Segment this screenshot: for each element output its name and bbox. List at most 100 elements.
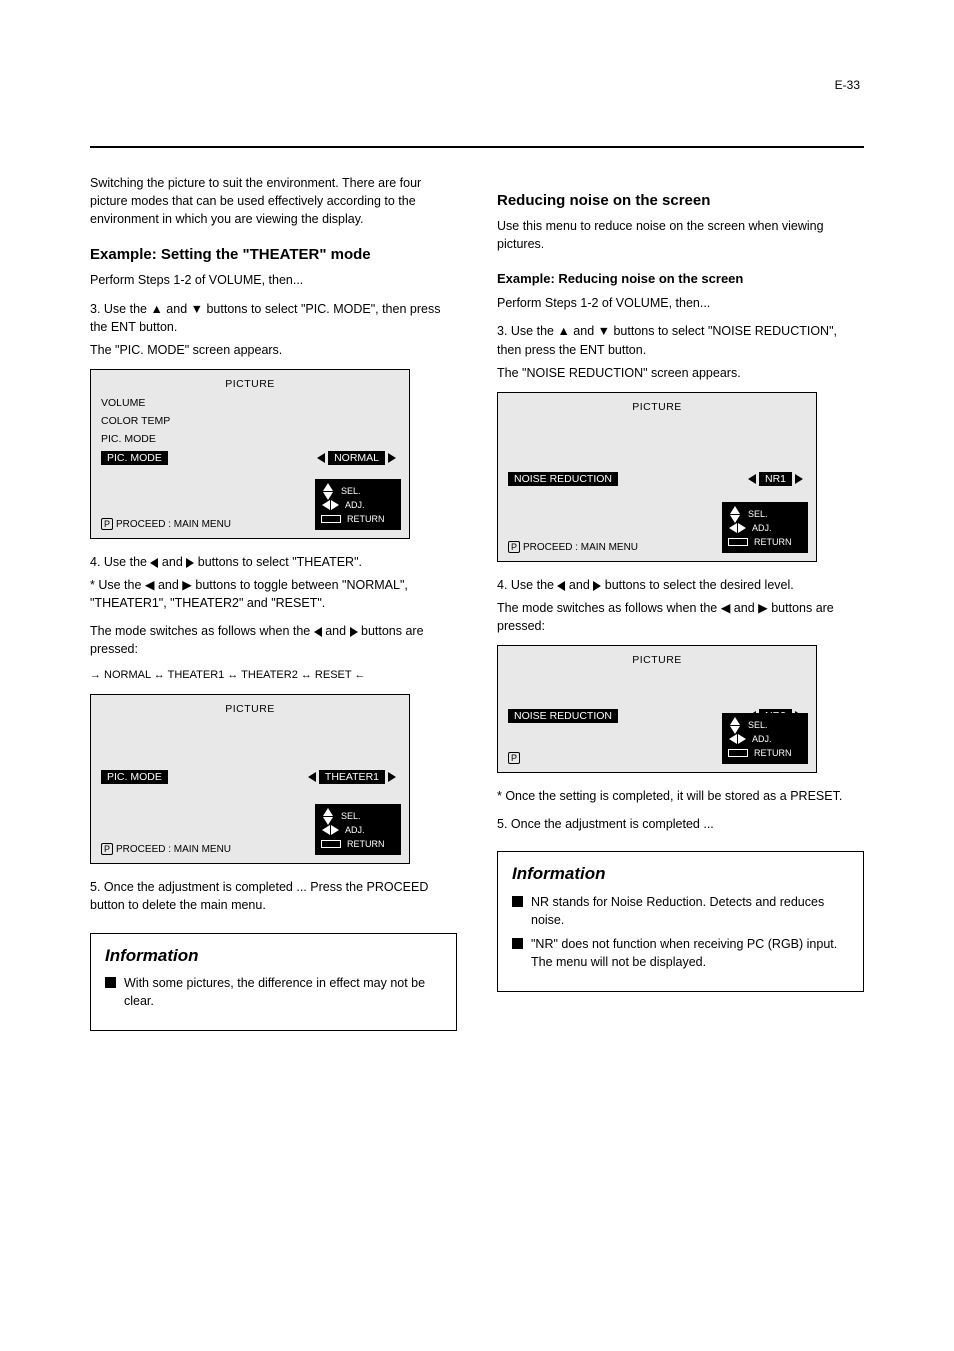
osd-selected-label: NOISE REDUCTION xyxy=(508,709,618,723)
osd-nav-hint: SEL. ADJ. RETURN xyxy=(315,804,401,855)
triangle-right-icon xyxy=(331,825,339,835)
osd-selected-value: THEATER1 xyxy=(319,770,385,784)
osd-panel-nr3: PICTURE NOISE REDUCTION NR3 P SEL. ADJ. … xyxy=(497,645,817,773)
triangle-right-icon xyxy=(186,558,194,568)
osd-panel-picmode-normal: PICTURE VOLUME COLOR TEMP PIC. MODE PIC.… xyxy=(90,369,410,539)
section-rule xyxy=(90,146,864,148)
triangle-right-icon xyxy=(388,453,396,463)
triangle-down-icon xyxy=(323,817,333,825)
triangle-right-icon xyxy=(738,523,746,533)
hint-adj: ADJ. xyxy=(345,825,365,835)
triangle-left-icon xyxy=(322,500,330,510)
example-heading: Example: Setting the "THEATER" mode xyxy=(90,246,457,263)
osd-title: PICTURE xyxy=(101,378,399,390)
osd-selected-value: NR1 xyxy=(759,472,792,486)
osd-row-label: VOLUME xyxy=(101,397,241,409)
osd-selected-row: NOISE REDUCTION NR1 xyxy=(508,469,806,489)
osd-title: PICTURE xyxy=(508,654,806,666)
two-column-layout: Switching the picture to suit the enviro… xyxy=(90,174,864,1031)
hint-sel: SEL. xyxy=(748,509,768,519)
square-bullet-icon xyxy=(512,896,523,907)
enter-box-icon xyxy=(728,749,748,757)
osd-proceed-text: PROCEED : MAIN MENU xyxy=(116,844,231,855)
triangle-left-icon xyxy=(748,474,756,484)
osd-selected-label: NOISE REDUCTION xyxy=(508,472,618,486)
column-left: Switching the picture to suit the enviro… xyxy=(90,174,457,1031)
osd-proceed-hint: P xyxy=(508,752,523,764)
hint-adj: ADJ. xyxy=(752,523,772,533)
step-4a-left: 4. Use the and buttons to select "THEATE… xyxy=(90,553,457,572)
info-title-left: Information xyxy=(105,944,442,969)
info-title-right: Information xyxy=(512,862,849,887)
hint-ret: RETURN xyxy=(754,537,792,547)
osd-title: PICTURE xyxy=(101,703,399,715)
triangle-right-icon xyxy=(331,500,339,510)
info-item: "NR" does not function when receiving PC… xyxy=(512,935,849,971)
right-example-heading: Example: Reducing noise on the screen xyxy=(497,271,864,286)
info-item: With some pictures, the difference in ef… xyxy=(105,974,442,1010)
mode-cycle-left: → NORMAL ↔ THEATER1 ↔ THEATER2 ↔ RESET ← xyxy=(90,668,457,684)
enter-box-icon xyxy=(321,840,341,848)
enter-box-icon xyxy=(728,538,748,546)
triangle-down-icon xyxy=(730,726,740,734)
triangle-left-icon xyxy=(308,772,316,782)
step-4a-right: 4. Use the and buttons to select the des… xyxy=(497,576,864,595)
osd-proceed-hint: PPROCEED : MAIN MENU xyxy=(101,843,231,855)
osd-nav-hint: SEL. ADJ. RETURN xyxy=(722,502,808,553)
hint-ret: RETURN xyxy=(347,839,385,849)
info-text: "NR" does not function when receiving PC… xyxy=(531,935,849,971)
triangle-left-icon xyxy=(314,627,322,637)
osd-selected-value: NORMAL xyxy=(328,451,385,465)
hint-adj: ADJ. xyxy=(752,734,772,744)
triangle-up-icon xyxy=(323,483,333,491)
step-3b-left: The "PIC. MODE" screen appears. xyxy=(90,341,457,359)
triangle-right-icon xyxy=(738,734,746,744)
square-bullet-icon xyxy=(512,938,523,949)
step-3a-left: 3. Use the ▲ and ▼ buttons to select "PI… xyxy=(90,300,457,338)
triangle-right-icon xyxy=(350,627,358,637)
hint-sel: SEL. xyxy=(748,720,768,730)
steps-pre-left: Perform Steps 1-2 of VOLUME, then... xyxy=(90,271,457,289)
step-5-right: 5. Once the adjustment is completed ... xyxy=(497,815,864,833)
osd-nav-hint: SEL. ADJ. RETURN xyxy=(722,713,808,764)
osd-panel-nr1: PICTURE NOISE REDUCTION NR1 PPROCEED : M… xyxy=(497,392,817,562)
triangle-left-icon xyxy=(729,734,737,744)
osd-selected-row: PIC. MODE THEATER1 xyxy=(101,767,399,787)
osd-selected-label: PIC. MODE xyxy=(101,770,168,784)
page-number: E-33 xyxy=(835,78,860,92)
step-3a-right: 3. Use the ▲ and ▼ buttons to select "NO… xyxy=(497,322,864,360)
osd-proceed-hint: PPROCEED : MAIN MENU xyxy=(508,541,638,553)
enter-box-icon xyxy=(321,515,341,523)
hint-ret: RETURN xyxy=(347,514,385,524)
right-section-heading: Reducing noise on the screen xyxy=(497,192,864,209)
step-5-left: 5. Once the adjustment is completed ... … xyxy=(90,878,457,914)
triangle-right-icon xyxy=(795,474,803,484)
triangle-left-icon xyxy=(322,825,330,835)
info-box-right: Information NR stands for Noise Reductio… xyxy=(497,851,864,992)
info-item: NR stands for Noise Reduction. Detects a… xyxy=(512,893,849,929)
triangle-left-icon xyxy=(729,523,737,533)
step-4b-right: The mode switches as follows when the ◀ … xyxy=(497,599,864,635)
osd-proceed-hint: PPROCEED : MAIN MENU xyxy=(101,518,231,530)
step-3b-right: The "NOISE REDUCTION" screen appears. xyxy=(497,364,864,382)
lead-paragraph: Switching the picture to suit the enviro… xyxy=(90,174,457,228)
triangle-right-icon xyxy=(388,772,396,782)
step-4c-left: The mode switches as follows when the an… xyxy=(90,622,457,658)
osd-row-label: PIC. MODE xyxy=(101,433,241,445)
square-bullet-icon xyxy=(105,977,116,988)
osd-nav-hint: SEL. ADJ. RETURN xyxy=(315,479,401,530)
step-4b-left: * Use the ◀ and ▶ buttons to toggle betw… xyxy=(90,576,457,612)
triangle-left-icon xyxy=(317,453,325,463)
steps-pre-right: Perform Steps 1-2 of VOLUME, then... xyxy=(497,294,864,312)
triangle-up-icon xyxy=(323,808,333,816)
triangle-up-icon xyxy=(730,506,740,514)
info-text: With some pictures, the difference in ef… xyxy=(124,974,442,1010)
triangle-left-icon xyxy=(557,581,565,591)
column-right: Reducing noise on the screen Use this me… xyxy=(497,174,864,1031)
step-4c-right: * Once the setting is completed, it will… xyxy=(497,787,864,805)
triangle-down-icon xyxy=(730,515,740,523)
osd-title: PICTURE xyxy=(508,401,806,413)
osd-proceed-text: PROCEED : MAIN MENU xyxy=(116,519,231,530)
info-box-left: Information With some pictures, the diff… xyxy=(90,933,457,1032)
osd-selected-label: PIC. MODE xyxy=(101,451,168,465)
